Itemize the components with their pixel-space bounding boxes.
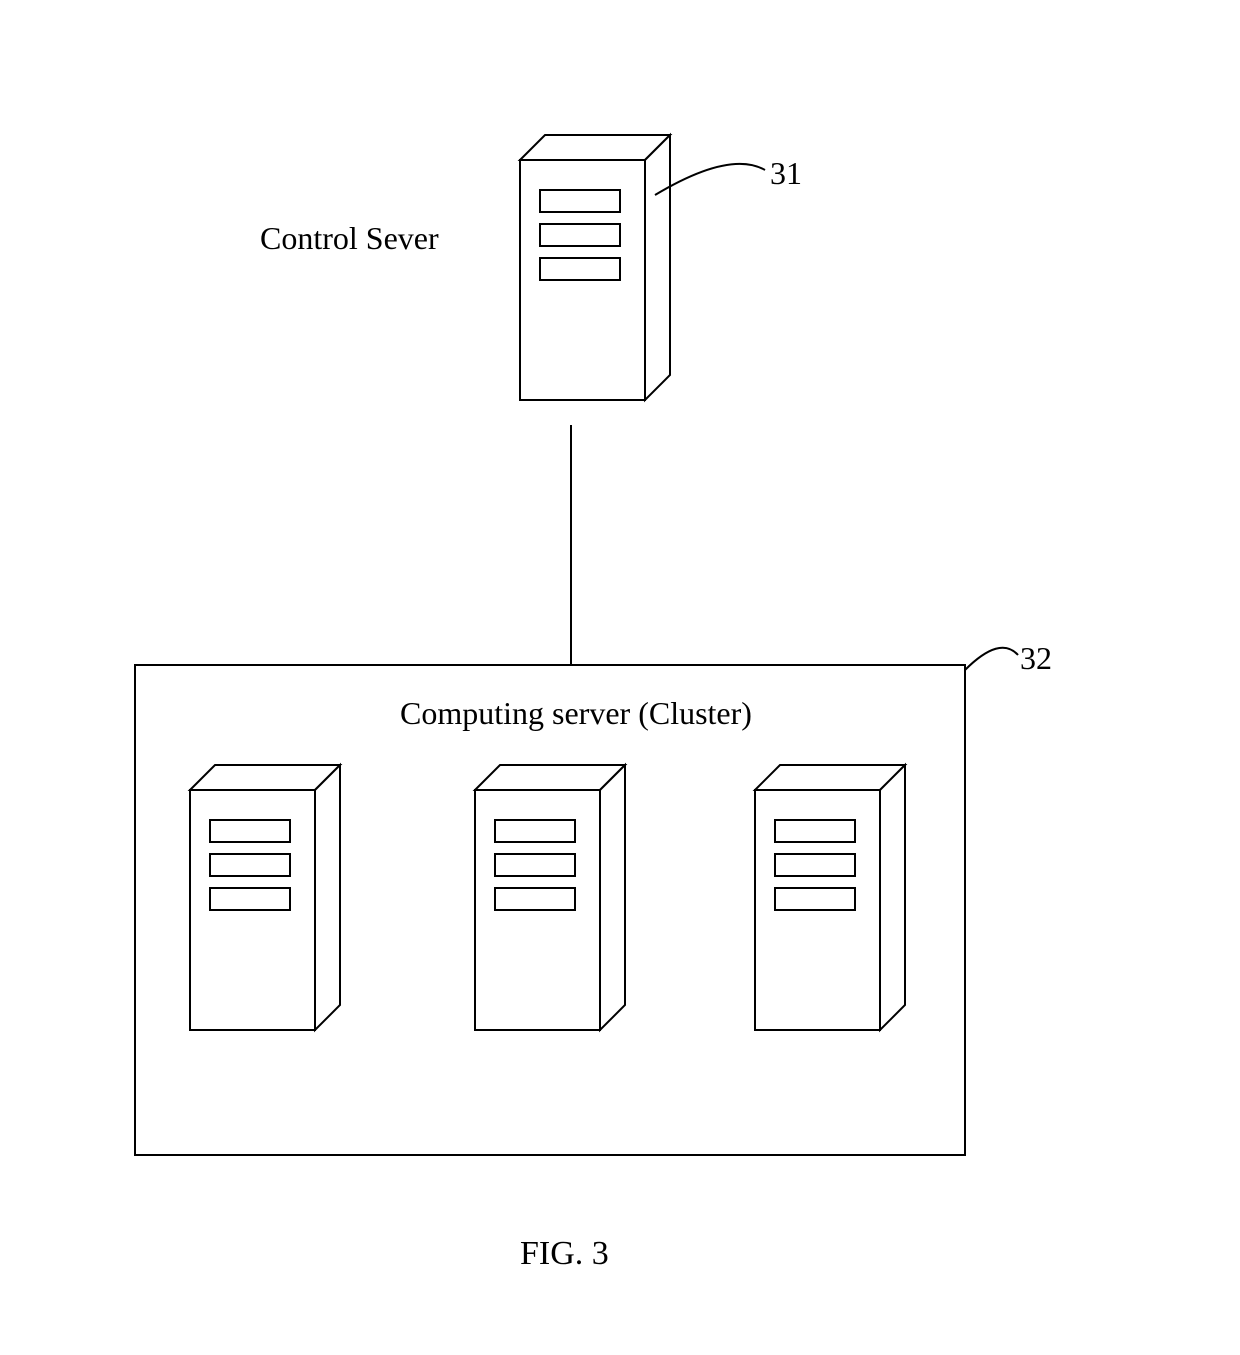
cluster-ref: 32 (1020, 640, 1052, 677)
diagram-canvas: Control Sever 31 Computing server (Clust… (0, 0, 1240, 1355)
diagram-svg (0, 0, 1240, 1355)
cluster-label: Computing server (Cluster) (400, 695, 752, 732)
control-server-label: Control Sever (260, 220, 439, 257)
control-server-ref: 31 (770, 155, 802, 192)
figure-caption: FIG. 3 (520, 1235, 609, 1273)
